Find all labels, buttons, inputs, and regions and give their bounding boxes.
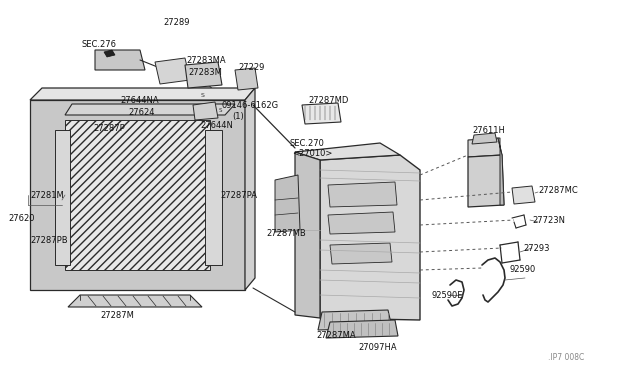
Text: 09146-6162G: 09146-6162G (222, 100, 279, 109)
Polygon shape (30, 88, 255, 100)
Polygon shape (65, 120, 210, 270)
Text: 27287P: 27287P (93, 124, 125, 132)
Text: 27287MC: 27287MC (538, 186, 578, 195)
Text: 27620: 27620 (8, 214, 35, 222)
Text: 27287PA: 27287PA (220, 190, 257, 199)
Polygon shape (155, 58, 190, 84)
Text: 27283M: 27283M (188, 67, 222, 77)
Text: 27644NA: 27644NA (120, 96, 159, 105)
Text: 27287M: 27287M (100, 311, 134, 321)
Text: 27723N: 27723N (532, 215, 565, 224)
Text: .IP7 008C: .IP7 008C (548, 353, 584, 362)
Polygon shape (295, 143, 400, 160)
Polygon shape (468, 155, 504, 207)
Text: 27293: 27293 (523, 244, 550, 253)
Polygon shape (512, 186, 535, 204)
Text: 27624: 27624 (128, 108, 154, 116)
Polygon shape (328, 182, 397, 207)
Polygon shape (498, 138, 504, 205)
Polygon shape (468, 138, 502, 157)
Text: S: S (218, 108, 221, 112)
Circle shape (192, 84, 214, 106)
Polygon shape (245, 88, 255, 290)
Polygon shape (95, 50, 145, 70)
Circle shape (198, 90, 208, 100)
Text: 27281M: 27281M (30, 190, 64, 199)
Polygon shape (185, 62, 222, 88)
Text: S: S (201, 93, 205, 97)
Polygon shape (235, 68, 258, 90)
Polygon shape (205, 130, 222, 265)
Polygon shape (326, 320, 398, 338)
Polygon shape (472, 133, 497, 144)
Text: 27611H: 27611H (472, 125, 505, 135)
Text: 27287MA: 27287MA (316, 331, 356, 340)
Polygon shape (68, 295, 202, 307)
Text: <27010>: <27010> (292, 148, 332, 157)
Polygon shape (275, 175, 300, 232)
Text: 27229: 27229 (238, 62, 264, 71)
Text: 27287MB: 27287MB (266, 228, 306, 237)
Circle shape (216, 106, 224, 114)
Circle shape (108, 56, 116, 64)
Polygon shape (295, 152, 320, 318)
Polygon shape (318, 310, 392, 330)
Polygon shape (328, 212, 395, 234)
Polygon shape (30, 100, 245, 290)
Text: 27289: 27289 (163, 17, 189, 26)
Text: (1): (1) (232, 112, 244, 121)
Circle shape (242, 74, 252, 84)
Text: 27283MA: 27283MA (186, 55, 226, 64)
Text: SEC.270: SEC.270 (290, 138, 325, 148)
Text: 27644N: 27644N (200, 121, 233, 129)
Circle shape (103, 51, 121, 69)
Polygon shape (330, 243, 392, 264)
Text: 27097HA: 27097HA (358, 343, 397, 352)
Text: 92590: 92590 (509, 266, 535, 275)
Text: 27287MD: 27287MD (308, 96, 348, 105)
Polygon shape (193, 102, 218, 120)
Polygon shape (65, 104, 235, 115)
Polygon shape (302, 103, 341, 124)
Polygon shape (104, 50, 115, 57)
Text: 92590E: 92590E (432, 292, 463, 301)
Polygon shape (55, 130, 70, 265)
Text: 27287PB: 27287PB (30, 235, 68, 244)
Polygon shape (320, 155, 420, 320)
Circle shape (212, 102, 228, 118)
Text: SEC.276: SEC.276 (82, 39, 117, 48)
